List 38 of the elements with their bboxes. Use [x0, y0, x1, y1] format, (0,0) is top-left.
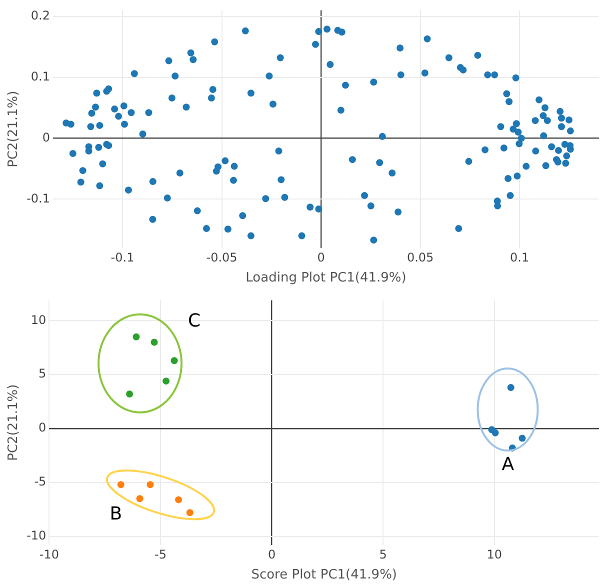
point: [136, 495, 144, 502]
point: [146, 481, 154, 488]
y-axis-title: PC2(21.1%): [6, 384, 22, 461]
point: [162, 378, 170, 385]
x-tick-label: 0: [317, 250, 325, 264]
x-tick-label: 0.05: [406, 250, 434, 264]
point: [126, 390, 134, 398]
point: [132, 333, 140, 340]
y-tick-label: -5: [34, 474, 46, 489]
y-tick-label: -10: [26, 528, 46, 542]
series-label: B: [110, 503, 122, 524]
point: [186, 509, 194, 516]
x-tick-label: -5: [154, 547, 166, 562]
series-label: C: [188, 310, 201, 332]
x-tick-label: 0: [268, 547, 276, 562]
y-axis-title: PC2(21.1%): [6, 90, 22, 168]
y-tick-label: -0.1: [26, 191, 50, 206]
x-tick-label: 10: [486, 547, 502, 562]
y-tick-label: 0.2: [30, 8, 50, 22]
x-tick-label: 0.1: [510, 250, 530, 264]
x-axis-title: Score Plot PC1(41.9%): [251, 568, 398, 583]
x-axis-title: Loading Plot PC1(41.9%): [246, 270, 406, 286]
point: [170, 357, 178, 364]
y-tick-label: 0: [38, 420, 46, 435]
y-tick-label: 5: [38, 366, 46, 381]
series-label: A: [502, 454, 515, 476]
point: [518, 434, 526, 442]
x-tick-label: 5: [379, 547, 387, 562]
x-tick-label: -0.1: [110, 250, 134, 264]
y-tick-label: 0.1: [30, 69, 50, 84]
point: [150, 338, 158, 346]
x-tick-label: -0.05: [206, 250, 238, 264]
point: [507, 384, 514, 392]
point: [175, 496, 182, 504]
point: [492, 429, 499, 436]
y-tick-label: 10: [30, 312, 46, 327]
point: [117, 481, 124, 488]
y-tick-label: 0: [42, 130, 50, 144]
